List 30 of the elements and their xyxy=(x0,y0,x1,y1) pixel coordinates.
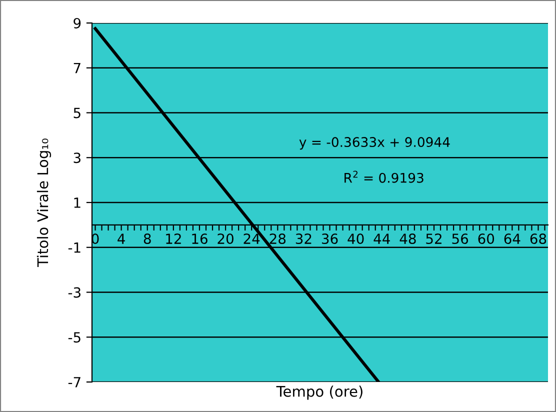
y-tick-label: -3 xyxy=(68,287,80,298)
y-tick-label: 3 xyxy=(74,152,80,164)
x-tick-label: 20 xyxy=(218,234,234,244)
x-tick-label: 16 xyxy=(192,234,208,244)
annotation: R$^{2}$ = 0.9193 xyxy=(344,170,424,183)
x-axis-title: Tempo (ore) xyxy=(276,386,362,400)
y-tick-label: 7 xyxy=(74,63,80,74)
y-tick-label: -5 xyxy=(68,332,80,343)
x-tick-label: 56 xyxy=(452,234,468,244)
y-tick-label: 5 xyxy=(74,108,80,118)
annotation: y = -0.3633x + 9.0944 xyxy=(299,137,450,150)
y-axis-title: Titolo Virale Log₁₀ xyxy=(36,138,52,267)
x-tick-label: 8 xyxy=(144,234,151,244)
x-tick-label: 12 xyxy=(166,234,181,244)
y-tick-label: -7 xyxy=(68,377,80,388)
x-tick-label: 36 xyxy=(322,234,338,244)
x-tick-label: 44 xyxy=(374,234,390,244)
x-tick-label: 48 xyxy=(400,234,416,244)
x-tick-label: 28 xyxy=(270,234,286,244)
y-tick-label: 1 xyxy=(74,198,80,208)
y-tick-label: 9 xyxy=(74,18,81,28)
x-tick-label: 64 xyxy=(504,234,520,244)
y-tick-label: -1 xyxy=(68,242,80,253)
x-tick-label: 24 xyxy=(244,234,260,244)
x-tick-label: 32 xyxy=(296,234,312,244)
x-tick-label: 52 xyxy=(426,234,442,244)
x-tick-label: 4 xyxy=(118,234,125,244)
x-tick-label: 68 xyxy=(530,234,546,244)
x-tick-label: 40 xyxy=(348,234,364,244)
x-tick-label: 60 xyxy=(478,234,494,244)
